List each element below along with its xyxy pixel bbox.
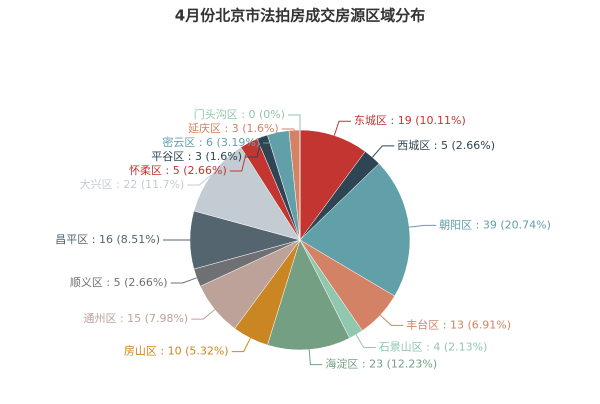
leader-line: [288, 114, 301, 130]
data-label: 平谷区 : 3 (1.6%): [151, 150, 242, 163]
leader-line: [281, 128, 295, 131]
leader-line: [229, 142, 250, 172]
data-label: 通州区 : 15 (7.98%): [83, 312, 188, 325]
pie-slice: [267, 239, 350, 351]
leader-line: [191, 309, 216, 320]
leader-line: [187, 174, 212, 186]
data-label: 东城区 : 19 (10.11%): [354, 114, 466, 127]
data-label: 房山区 : 10 (5.32%): [124, 345, 229, 358]
data-label: 大兴区 : 22 (11.7%): [80, 177, 185, 191]
leader-line: [333, 120, 352, 136]
leader-line: [379, 314, 404, 326]
data-label: 西城区 : 5 (2.66%): [397, 139, 495, 152]
leader-line: [170, 277, 197, 284]
data-label: 昌平区 : 16 (8.51%): [55, 233, 160, 246]
pie-slice: [299, 163, 411, 297]
leader-line: [308, 349, 323, 366]
leader-line: [245, 136, 263, 158]
data-label: 朝阳区 : 39 (20.74%): [439, 218, 551, 231]
leader-line: [372, 145, 395, 158]
data-label: 怀柔区 : 5 (2.66%): [129, 164, 227, 177]
data-label: 顺义区 : 5 (2.66%): [70, 276, 168, 289]
data-label: 石景山区 : 4 (2.13%): [379, 341, 488, 354]
data-label: 延庆区 : 3 (1.6%): [188, 121, 279, 135]
leader-line: [263, 132, 279, 144]
data-label: 海淀区 : 23 (12.23%): [325, 357, 437, 371]
leader-line: [355, 334, 376, 349]
leader-line: [231, 337, 251, 353]
data-label: 丰台区 : 13 (6.91%): [406, 317, 511, 331]
data-label: 门头沟区 : 0 (0%): [194, 107, 285, 121]
chart-title: 4月份北京市法拍房成交房源区域分布: [175, 7, 425, 25]
leader-line: [409, 224, 437, 228]
data-label: 密云区 : 6 (3.19%): [162, 135, 260, 149]
